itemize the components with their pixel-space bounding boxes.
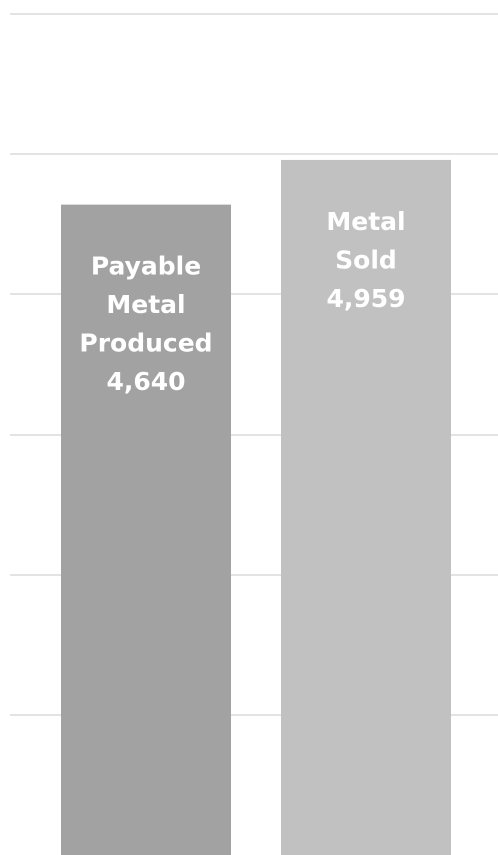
data-label-line: Metal [326, 207, 405, 236]
data-label-line: Payable [91, 252, 201, 281]
data-label-payable-metal-produced: Payable Metal Produced 4,640 [79, 252, 212, 397]
bars [61, 159, 451, 855]
bar-payable-metal-produced [61, 204, 231, 855]
data-labels: Payable Metal Produced 4,640 Metal Sold 4,959 [79, 207, 405, 396]
data-label-line: Produced [79, 329, 212, 358]
bar-metal-sold [281, 159, 451, 855]
data-label-line: 4,640 [106, 367, 185, 396]
data-label-metal-sold: Metal Sold 4,959 [326, 207, 405, 313]
data-label-line: 4,959 [326, 284, 405, 313]
data-label-line: Sold [335, 245, 397, 274]
data-label-line: Metal [106, 290, 185, 319]
